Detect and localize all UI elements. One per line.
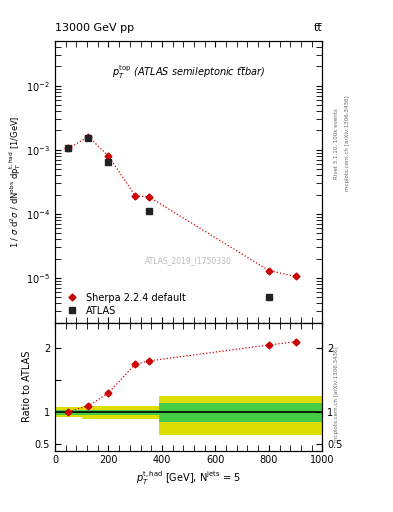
ATLAS <box>66 145 71 152</box>
Sherpa 2.2.4 default <box>66 145 71 152</box>
X-axis label: $p_T^{\rm t,had}$ [GeV], N$^{\rm jets}$ = 5: $p_T^{\rm t,had}$ [GeV], N$^{\rm jets}$ … <box>136 470 241 487</box>
Y-axis label: Ratio to ATLAS: Ratio to ATLAS <box>22 351 32 422</box>
ATLAS <box>106 159 111 165</box>
Sherpa 2.2.4 default <box>86 134 91 140</box>
Legend: Sherpa 2.2.4 default, ATLAS: Sherpa 2.2.4 default, ATLAS <box>60 291 188 318</box>
Text: mcplots.cern.ch [arXiv:1306.3436]: mcplots.cern.ch [arXiv:1306.3436] <box>334 347 338 442</box>
Sherpa 2.2.4 default <box>133 193 138 199</box>
Sherpa 2.2.4 default <box>146 194 151 200</box>
Text: $p_T^{\rm top}$ (ATLAS semileptonic tt̅bar): $p_T^{\rm top}$ (ATLAS semileptonic tt̅b… <box>112 63 265 81</box>
ATLAS <box>146 208 151 214</box>
Sherpa 2.2.4 default <box>293 273 298 280</box>
ATLAS <box>86 135 91 141</box>
Sherpa 2.2.4 default <box>266 267 271 273</box>
Y-axis label: 1 / $\sigma$ d$^2\sigma$ / dN$^{\rm obs}$ dp$_T^{\rm t,had}$ [1/GeV]: 1 / $\sigma$ d$^2\sigma$ / dN$^{\rm obs}… <box>7 116 23 248</box>
Text: Rivet 3.1.10, 100k events: Rivet 3.1.10, 100k events <box>334 108 338 179</box>
Line: Sherpa 2.2.4 default: Sherpa 2.2.4 default <box>66 134 298 279</box>
Text: mcplots.cern.ch [arXiv:1306.3436]: mcplots.cern.ch [arXiv:1306.3436] <box>345 96 350 191</box>
Text: 13000 GeV pp: 13000 GeV pp <box>55 23 134 33</box>
Line: ATLAS: ATLAS <box>65 134 272 301</box>
Text: ATLAS_2019_I1750330: ATLAS_2019_I1750330 <box>145 256 232 265</box>
ATLAS <box>266 294 271 300</box>
Sherpa 2.2.4 default <box>106 153 111 159</box>
Text: tt̅: tt̅ <box>314 23 322 33</box>
